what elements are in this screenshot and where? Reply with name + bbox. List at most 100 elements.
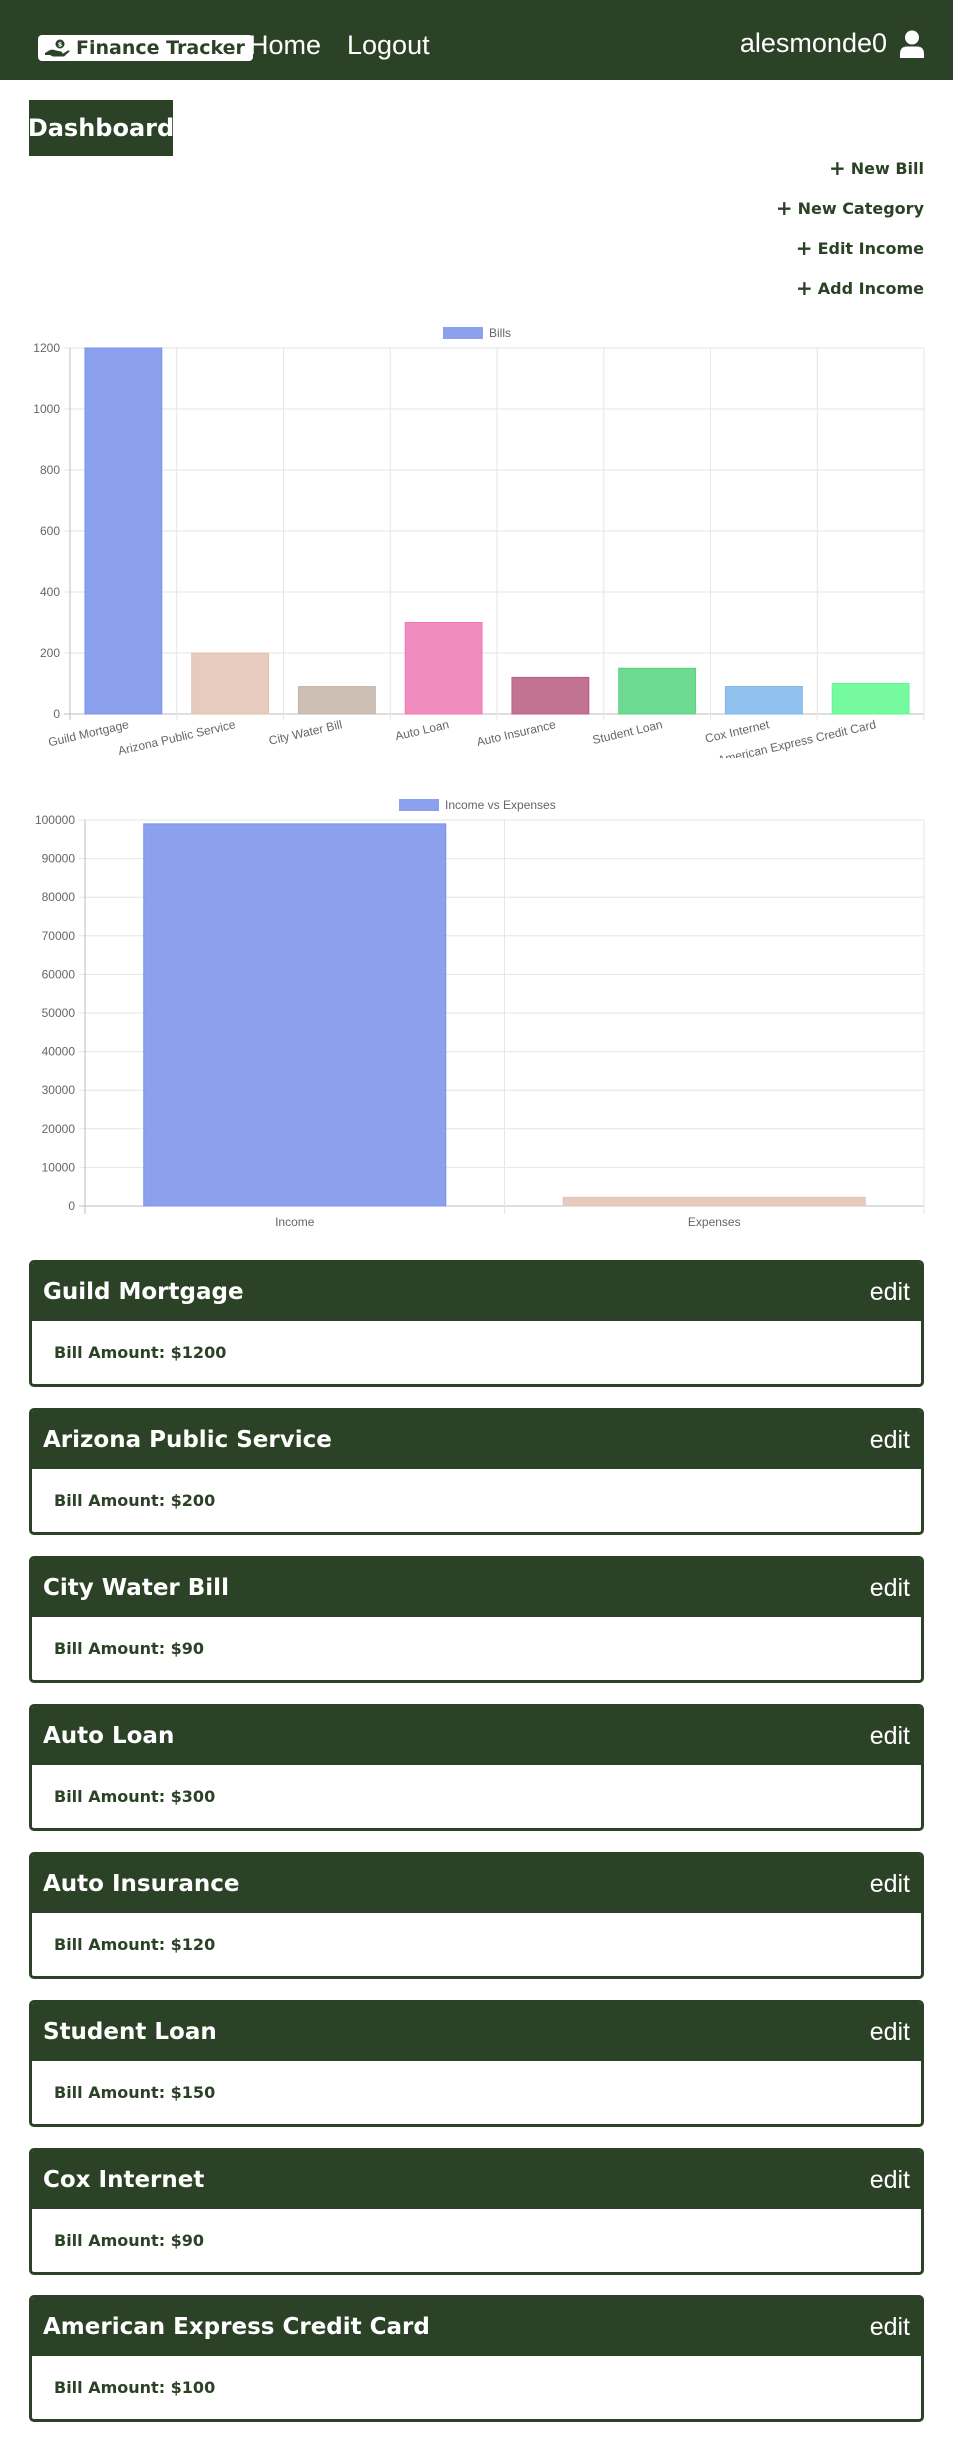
- income-expenses-chart: Income vs Expenses 0 10000 20000 30000 40000 5…: [0, 790, 953, 1230]
- bill-edit-link[interactable]: edit: [869, 2312, 910, 2341]
- bill-card-header: Student Loan edit: [32, 2003, 921, 2061]
- legend-label: Income vs Expenses: [445, 798, 556, 812]
- y-tick-label: 1200: [33, 341, 60, 355]
- new-category-label: New Category: [797, 198, 924, 218]
- dashboard-title: Dashboard: [28, 100, 174, 156]
- bar[interactable]: [511, 676, 590, 715]
- user-icon: [900, 30, 924, 58]
- plus-icon: +: [828, 156, 846, 180]
- bill-amount: Bill Amount: $200: [54, 1491, 216, 1510]
- svg-text:$: $: [58, 41, 63, 49]
- bill-edit-link[interactable]: edit: [869, 2165, 910, 2194]
- bill-edit-link[interactable]: edit: [869, 1573, 910, 1602]
- x-tick-label: Cox Internet: [704, 717, 771, 745]
- y-tick-label: 800: [40, 463, 60, 477]
- legend-swatch: [399, 799, 439, 811]
- new-bill-label: New Bill: [850, 158, 924, 178]
- x-tick-label: Auto Insurance: [475, 717, 557, 749]
- y-tick-label: 400: [40, 585, 60, 599]
- y-tick-label: 90000: [42, 852, 76, 866]
- bill-edit-link[interactable]: edit: [869, 1425, 910, 1454]
- bill-name: Arizona Public Service: [43, 1427, 332, 1453]
- bill-amount: Bill Amount: $100: [54, 2378, 216, 2397]
- bill-card-header: American Express Credit Card edit: [32, 2298, 921, 2356]
- bill-edit-link[interactable]: edit: [869, 1277, 910, 1306]
- bar[interactable]: [724, 686, 803, 715]
- plus-icon: +: [796, 276, 813, 300]
- bill-card: Arizona Public Service edit Bill Amount: $…: [29, 1408, 924, 1535]
- y-tick-label: 70000: [42, 929, 76, 943]
- bill-edit-link[interactable]: edit: [869, 2017, 910, 2046]
- bill-card-header: City Water Bill edit: [32, 1559, 921, 1617]
- nav-logout-link[interactable]: Logout: [347, 30, 430, 60]
- y-tick-label: 80000: [42, 890, 76, 904]
- x-tick-label: City Water Bill: [267, 717, 343, 747]
- bill-edit-link[interactable]: edit: [869, 1869, 910, 1898]
- chart-legend: Bills: [443, 326, 511, 340]
- edit-income-link[interactable]: + Edit Income: [796, 238, 924, 258]
- y-tick-label: 60000: [42, 967, 76, 981]
- legend-label: Bills: [489, 326, 511, 340]
- bar[interactable]: [404, 622, 483, 715]
- bill-card-header: Auto Loan edit: [32, 1707, 921, 1765]
- bill-card: Student Loan edit Bill Amount: $150: [29, 2000, 924, 2127]
- y-tick-label: 0: [68, 1199, 75, 1213]
- bill-name: Cox Internet: [43, 2167, 205, 2193]
- bar[interactable]: [143, 823, 447, 1207]
- nav-home-link[interactable]: Home: [249, 30, 322, 60]
- edit-income-label: Edit Income: [817, 238, 924, 258]
- bill-amount: Bill Amount: $1200: [54, 1343, 227, 1362]
- bill-amount: Bill Amount: $300: [54, 1787, 216, 1806]
- chart-legend: Income vs Expenses: [399, 798, 556, 812]
- add-income-label: Add Income: [817, 278, 924, 298]
- x-tick-label: Income: [275, 1215, 315, 1229]
- bill-card: American Express Credit Card edit Bill Amo…: [29, 2295, 924, 2422]
- bill-name: American Express Credit Card: [43, 2314, 430, 2340]
- y-tick-label: 100000: [35, 813, 75, 827]
- y-tick-label: 20000: [42, 1122, 76, 1136]
- user-menu[interactable]: alesmonde0: [740, 28, 925, 59]
- bar[interactable]: [297, 686, 376, 715]
- y-tick-label: 50000: [42, 1006, 76, 1020]
- new-bill-link[interactable]: + New Bill: [829, 158, 924, 178]
- bills-chart: Bills 0 200 400 600 800 1000 1200 Guild Mortgage…: [0, 318, 953, 758]
- bar[interactable]: [191, 652, 270, 715]
- bill-amount: Bill Amount: $150: [54, 2083, 216, 2102]
- bar[interactable]: [831, 683, 910, 715]
- x-tick-label: Expenses: [688, 1215, 741, 1229]
- y-tick-label: 600: [40, 524, 60, 538]
- y-tick-label: 40000: [42, 1045, 76, 1059]
- new-category-link[interactable]: + New Category: [776, 198, 924, 218]
- bill-name: Guild Mortgage: [43, 1279, 244, 1305]
- y-tick-label: 30000: [42, 1083, 76, 1097]
- hand-money-icon: $: [45, 39, 70, 57]
- x-tick-label: Student Loan: [591, 717, 664, 747]
- bill-name: Student Loan: [43, 2019, 217, 2045]
- bill-card-header: Cox Internet edit: [32, 2151, 921, 2209]
- bill-name: Auto Insurance: [43, 1871, 240, 1897]
- bill-card-header: Guild Mortgage edit: [32, 1263, 921, 1321]
- plus-icon: +: [775, 196, 793, 220]
- brand-link[interactable]: $ Finance Tracker: [38, 35, 253, 61]
- bill-amount: Bill Amount: $120: [54, 1935, 216, 1954]
- plus-icon: +: [795, 236, 813, 260]
- bill-edit-link[interactable]: edit: [869, 1721, 910, 1750]
- x-tick-label: Auto Loan: [394, 717, 450, 743]
- bill-name: City Water Bill: [43, 1575, 229, 1601]
- navbar: $ Finance Tracker Home Logout alesmonde0: [0, 0, 953, 80]
- bar[interactable]: [618, 667, 697, 715]
- y-tick-label: 10000: [42, 1160, 76, 1174]
- bill-name: Auto Loan: [43, 1723, 175, 1749]
- bar[interactable]: [562, 1196, 866, 1207]
- income-expenses-chart-svg: Income vs Expenses 0 10000 20000 30000 40000 5…: [35, 798, 925, 1229]
- bill-amount: Bill Amount: $90: [54, 2231, 205, 2250]
- bill-card: Cox Internet edit Bill Amount: $90: [29, 2148, 924, 2275]
- username: alesmonde0: [739, 28, 887, 58]
- bill-card: Guild Mortgage edit Bill Amount: $1200: [29, 1260, 924, 1387]
- bar[interactable]: [84, 347, 163, 715]
- bill-card: Auto Insurance edit Bill Amount: $120: [29, 1852, 924, 1979]
- y-tick-label: 200: [40, 646, 60, 660]
- bill-card-header: Auto Insurance edit: [32, 1855, 921, 1913]
- add-income-link[interactable]: + Add Income: [796, 278, 924, 298]
